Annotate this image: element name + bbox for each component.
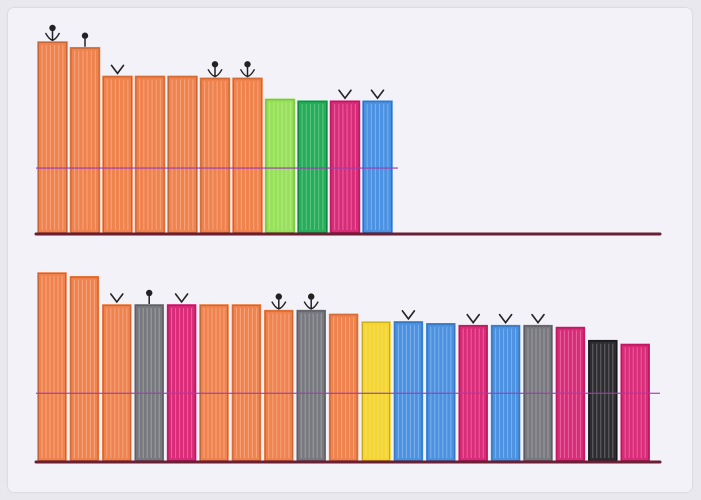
bar-rect <box>37 41 68 234</box>
bar-6 <box>199 304 229 462</box>
bar-14 <box>458 313 488 462</box>
bar-10 <box>329 89 361 234</box>
vee-mark-icon <box>110 293 124 304</box>
bar-rect <box>134 304 164 462</box>
bar-2 <box>69 276 100 462</box>
bar-rect <box>361 321 391 462</box>
vee-mark-icon <box>174 293 189 304</box>
dot-mark-icon <box>146 289 153 297</box>
bar-rect <box>199 77 231 234</box>
bar-18 <box>588 339 618 462</box>
bar-rect <box>393 321 424 462</box>
bar-rect <box>37 272 67 462</box>
bar-11 <box>361 321 391 462</box>
bar-rect <box>167 75 198 234</box>
bar-8 <box>264 293 294 462</box>
bar-4 <box>134 75 166 234</box>
bar-19 <box>620 343 650 462</box>
bar-6 <box>199 61 231 234</box>
flower-mark-icon <box>244 61 251 68</box>
bar-16 <box>523 313 553 462</box>
flower-mark-leaves <box>207 68 223 77</box>
vee-mark-icon <box>498 313 513 324</box>
bar-1 <box>37 272 67 462</box>
bar-13 <box>426 323 456 462</box>
bar-chart-1 <box>34 24 662 236</box>
bar-10 <box>328 313 359 462</box>
bar-7 <box>232 61 263 234</box>
bar-rect <box>232 77 263 234</box>
bar-4 <box>134 289 164 462</box>
flower-mark-icon <box>308 293 315 300</box>
dot-mark-icon <box>81 32 89 39</box>
bar-rect <box>362 100 393 234</box>
bar-3 <box>102 293 132 462</box>
bar-1 <box>37 24 68 234</box>
flower-mark-leaves <box>239 68 256 77</box>
flower-mark-icon <box>49 24 56 32</box>
flower-mark-leaves <box>271 301 287 310</box>
bar-rect <box>620 343 650 462</box>
bar-chart-2 <box>34 272 662 464</box>
bar-rect <box>264 98 296 234</box>
flower-mark-leaves <box>303 301 319 310</box>
bar-7 <box>231 304 262 462</box>
vee-mark-icon <box>370 89 385 100</box>
vee-mark-icon <box>401 310 416 321</box>
bar-rect <box>588 339 618 462</box>
bar-9 <box>296 293 326 462</box>
bar-12 <box>393 310 424 462</box>
vee-mark-icon <box>110 64 125 75</box>
bar-17 <box>555 326 586 462</box>
flower-mark-leaves <box>44 32 61 41</box>
bar-5 <box>167 75 198 234</box>
flower-mark-icon <box>211 61 219 68</box>
bar-rect <box>69 46 101 234</box>
bar-8 <box>264 98 296 234</box>
vee-mark-icon <box>466 313 480 324</box>
bar-rect <box>199 304 229 462</box>
bar-9 <box>297 100 328 234</box>
bar-2 <box>69 32 101 234</box>
bar-rect <box>426 323 456 462</box>
bar-5 <box>166 293 197 462</box>
bar-rect <box>166 304 197 462</box>
bar-rect <box>555 326 586 462</box>
vee-mark-icon <box>338 89 352 100</box>
bar-3 <box>102 64 133 234</box>
bar-11 <box>362 89 393 234</box>
vee-mark-icon <box>531 313 545 324</box>
bar-15 <box>490 313 521 462</box>
bar-rect <box>297 100 328 234</box>
bar-rect <box>69 276 100 462</box>
bar-rect <box>328 313 359 462</box>
flower-mark-icon <box>275 293 282 300</box>
